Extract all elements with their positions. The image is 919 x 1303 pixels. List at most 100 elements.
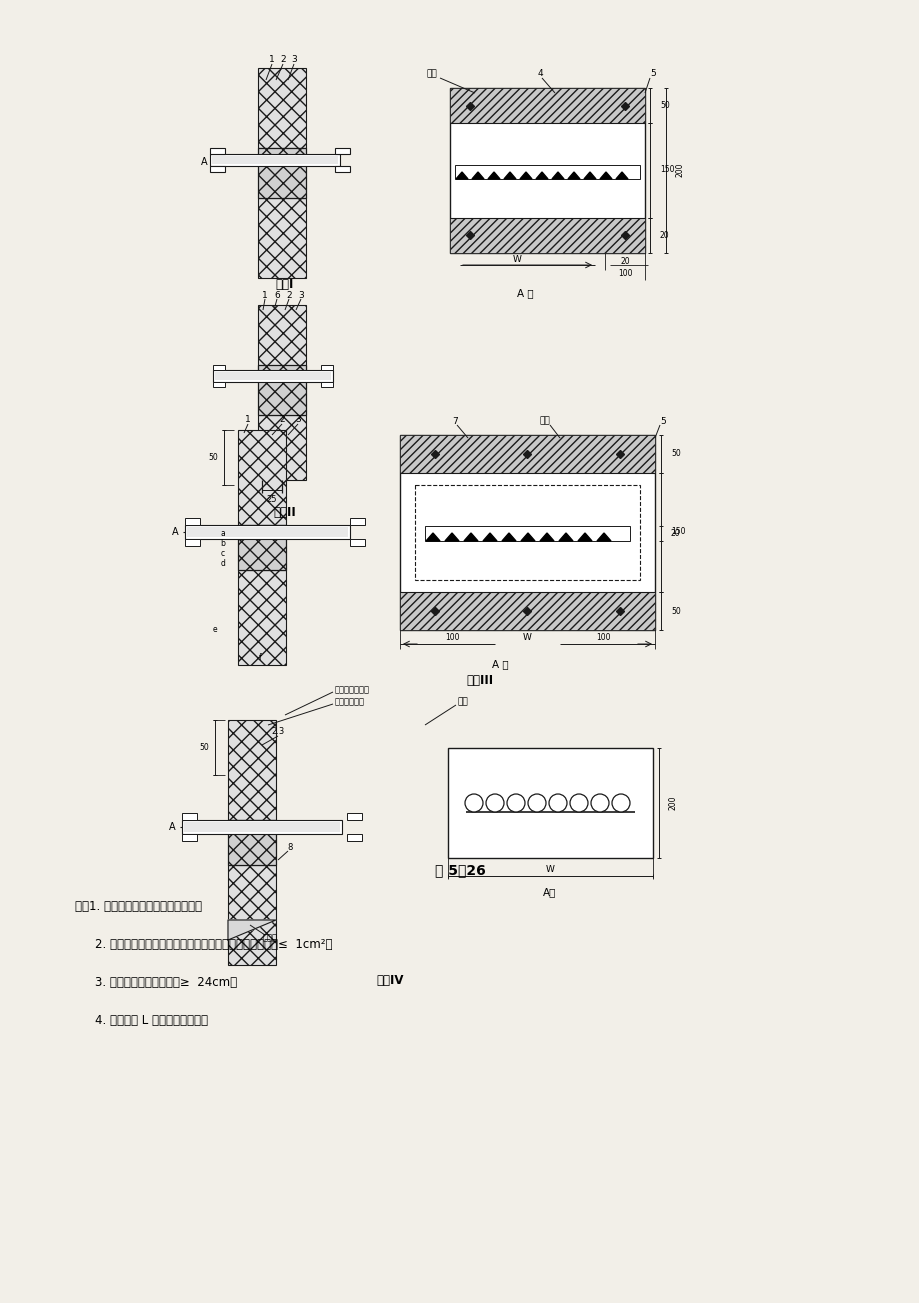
Text: 3: 3 <box>290 56 297 65</box>
Text: 2. 防火枝应按顺序依次摆放整齐，防火枝与电罆之间空隙≤  1cm²。: 2. 防火枝应按顺序依次摆放整齐，防火枝与电罆之间空隙≤ 1cm²。 <box>95 938 332 951</box>
Text: 100: 100 <box>596 633 609 642</box>
Bar <box>425 526 630 541</box>
Bar <box>184 822 340 833</box>
Polygon shape <box>599 172 611 179</box>
Bar <box>185 539 199 546</box>
Text: 1: 1 <box>244 416 251 425</box>
Text: 50: 50 <box>199 743 209 752</box>
Circle shape <box>485 794 504 812</box>
Bar <box>211 156 337 164</box>
Polygon shape <box>577 533 591 541</box>
Bar <box>455 165 640 179</box>
Bar <box>449 89 644 253</box>
Text: 1: 1 <box>262 291 267 300</box>
Bar <box>321 365 333 370</box>
Text: A向: A向 <box>543 887 556 896</box>
Text: 1: 1 <box>269 56 275 65</box>
Text: b: b <box>221 538 225 547</box>
Bar <box>400 592 654 629</box>
Text: 方案I: 方案I <box>276 279 294 292</box>
Polygon shape <box>616 172 628 179</box>
Text: 50: 50 <box>670 606 680 615</box>
Text: 5: 5 <box>650 69 655 78</box>
Text: 墙洞: 墙洞 <box>426 69 437 78</box>
Bar <box>238 430 286 525</box>
Polygon shape <box>228 920 276 939</box>
Text: 150: 150 <box>670 528 685 537</box>
Polygon shape <box>559 533 573 541</box>
Bar <box>257 414 306 480</box>
Text: d: d <box>221 559 225 568</box>
Circle shape <box>590 794 608 812</box>
Text: 200: 200 <box>668 796 677 810</box>
Circle shape <box>506 794 525 812</box>
Bar <box>349 539 365 546</box>
Text: 20: 20 <box>659 232 669 241</box>
Text: e: e <box>212 625 217 635</box>
Text: 20: 20 <box>619 257 630 266</box>
Circle shape <box>464 794 482 812</box>
Bar <box>257 365 306 414</box>
Text: 填料或石棉绳: 填料或石棉绳 <box>335 697 365 706</box>
Text: a: a <box>221 529 225 538</box>
Circle shape <box>528 794 545 812</box>
Text: 3: 3 <box>298 291 303 300</box>
Text: A 向: A 向 <box>516 288 533 298</box>
Text: A 向: A 向 <box>491 659 508 668</box>
Bar <box>238 525 286 569</box>
Polygon shape <box>425 533 439 541</box>
Polygon shape <box>445 533 459 541</box>
Polygon shape <box>487 172 499 179</box>
Bar <box>185 519 199 525</box>
Bar <box>346 813 361 820</box>
Text: W: W <box>522 633 531 642</box>
Bar <box>213 382 225 387</box>
Polygon shape <box>502 533 516 541</box>
Text: A: A <box>200 156 207 167</box>
Text: 50: 50 <box>670 450 680 459</box>
Text: f: f <box>258 654 261 662</box>
Text: 100: 100 <box>444 633 459 642</box>
Text: 墙洞: 墙洞 <box>458 697 469 706</box>
Bar <box>400 435 654 629</box>
Text: A: A <box>168 822 176 833</box>
Bar <box>228 721 276 820</box>
Text: 200: 200 <box>675 163 685 177</box>
Text: 25: 25 <box>267 495 277 504</box>
Polygon shape <box>519 172 531 179</box>
Polygon shape <box>584 172 596 179</box>
Bar <box>257 149 306 198</box>
Bar <box>185 525 349 539</box>
Bar <box>187 526 347 537</box>
Text: 150: 150 <box>659 165 674 175</box>
Text: W: W <box>512 255 521 265</box>
Text: 50: 50 <box>659 100 669 109</box>
Polygon shape <box>539 533 553 541</box>
Bar <box>346 834 361 840</box>
Text: 图 5－26: 图 5－26 <box>434 863 485 877</box>
Text: 4: 4 <box>537 69 542 78</box>
Bar <box>414 485 640 580</box>
Text: 5: 5 <box>660 417 665 426</box>
Bar <box>210 149 225 154</box>
Bar <box>213 370 333 382</box>
Bar <box>349 519 365 525</box>
Circle shape <box>611 794 630 812</box>
Polygon shape <box>456 172 468 179</box>
Text: 2: 2 <box>280 56 286 65</box>
Text: 50: 50 <box>208 452 218 461</box>
Circle shape <box>570 794 587 812</box>
Bar <box>210 154 340 165</box>
Bar <box>238 569 286 665</box>
Text: 2.3: 2.3 <box>271 727 284 736</box>
Text: 7: 7 <box>451 417 458 426</box>
Polygon shape <box>463 533 478 541</box>
Text: 3. 穿墙洞防火枝摆放厚度≥  24cm。: 3. 穿墙洞防火枝摆放厚度≥ 24cm。 <box>95 976 237 989</box>
Text: 6: 6 <box>274 291 279 300</box>
Circle shape <box>549 794 566 812</box>
Text: 墙洞: 墙洞 <box>539 417 550 426</box>
Text: W: W <box>545 864 554 873</box>
Polygon shape <box>504 172 516 179</box>
Bar <box>182 834 197 840</box>
Polygon shape <box>596 533 610 541</box>
